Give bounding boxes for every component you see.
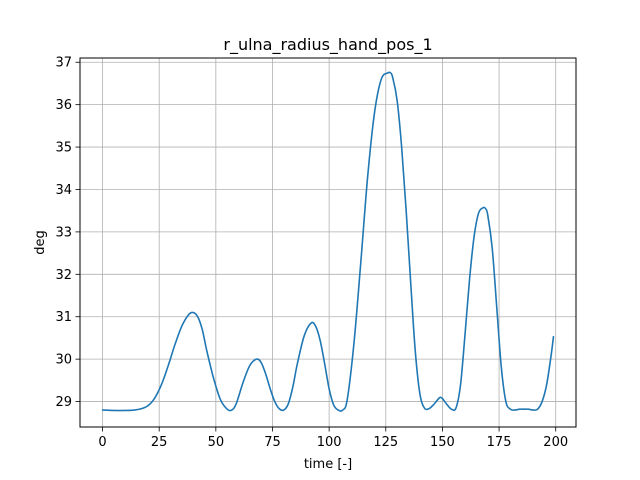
x-tick-label: 75 <box>264 435 281 450</box>
plot-frame <box>79 57 577 428</box>
y-tick-label: 31 <box>55 310 72 325</box>
y-tick-label: 36 <box>55 98 72 113</box>
x-axis-ticks: 0 25 50 75 100 125 150 175 200 <box>98 427 568 450</box>
y-tick-label: 35 <box>55 141 72 156</box>
y-tick-label: 32 <box>55 268 72 283</box>
grid <box>80 58 576 427</box>
x-tick-label: 175 <box>487 435 512 450</box>
y-tick-label: 34 <box>55 183 72 198</box>
x-tick-label: 125 <box>373 435 398 450</box>
x-axis-label: time [-] <box>304 457 352 472</box>
y-axis-label: deg <box>33 230 48 255</box>
y-axis-ticks: 29 30 31 32 33 34 35 36 37 <box>55 56 80 410</box>
x-tick-label: 200 <box>543 435 568 450</box>
x-tick-label: 0 <box>98 435 106 450</box>
x-tick-label: 150 <box>430 435 455 450</box>
y-tick-label: 33 <box>55 225 72 240</box>
series-line <box>101 71 555 412</box>
y-tick-label: 37 <box>55 56 72 71</box>
chart-title: r_ulna_radius_hand_pos_1 <box>223 35 432 55</box>
x-tick-label: 50 <box>208 435 225 450</box>
y-tick-label: 30 <box>55 353 72 368</box>
x-tick-label: 25 <box>151 435 168 450</box>
plot-lines <box>101 71 555 412</box>
x-tick-label: 100 <box>317 435 342 450</box>
y-tick-label: 29 <box>55 395 72 410</box>
